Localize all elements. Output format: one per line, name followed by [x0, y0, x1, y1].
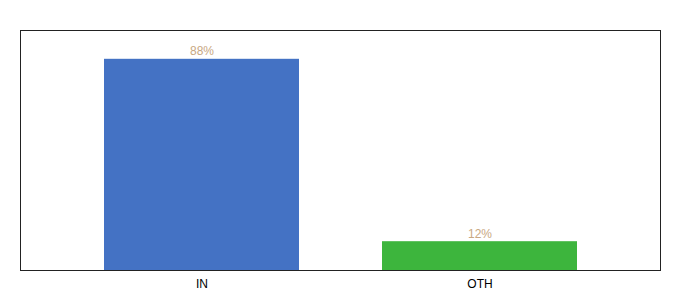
svg-text:IN: IN: [196, 277, 208, 291]
svg-text:12%: 12%: [468, 227, 492, 241]
svg-text:OTH: OTH: [467, 277, 492, 291]
svg-text:88%: 88%: [190, 44, 214, 58]
